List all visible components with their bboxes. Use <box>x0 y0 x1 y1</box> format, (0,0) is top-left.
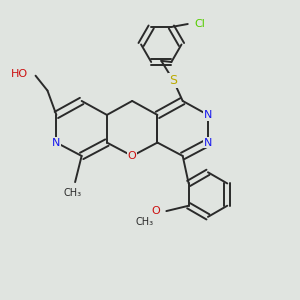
Text: N: N <box>204 138 212 148</box>
Text: CH₃: CH₃ <box>63 188 81 198</box>
Text: Cl: Cl <box>194 19 205 29</box>
Text: S: S <box>169 74 177 87</box>
Text: N: N <box>52 138 61 148</box>
Text: HO: HO <box>11 69 28 79</box>
Text: O: O <box>128 151 136 161</box>
Text: CH₃: CH₃ <box>135 218 153 227</box>
Text: O: O <box>151 206 160 216</box>
Text: N: N <box>204 110 212 120</box>
